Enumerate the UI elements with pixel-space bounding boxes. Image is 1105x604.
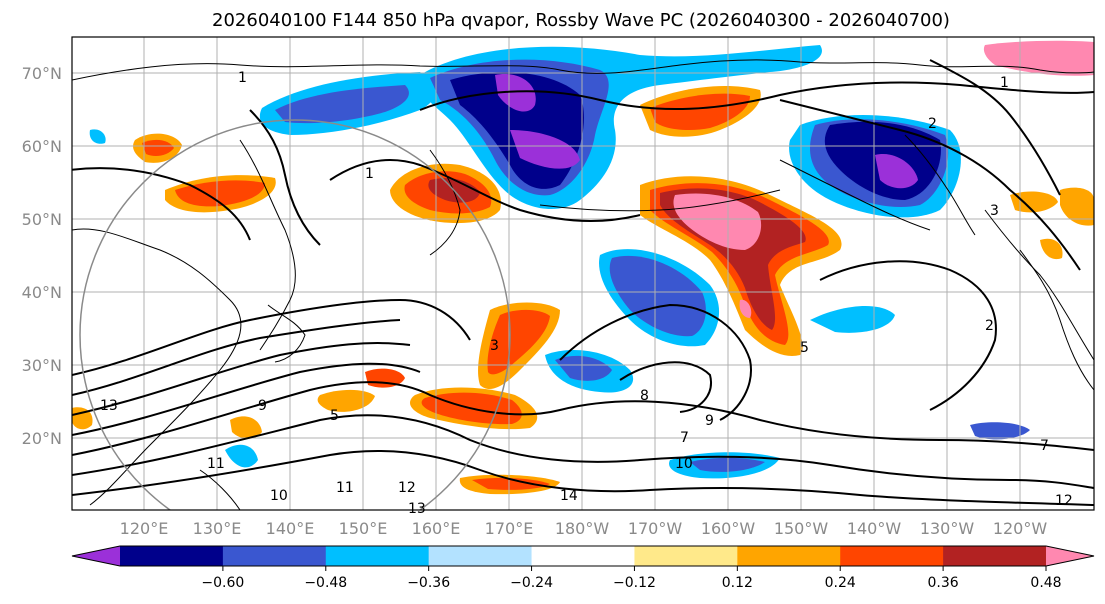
colorbar-swatch bbox=[840, 546, 944, 566]
contour-label: 11 bbox=[207, 456, 225, 472]
anomaly-field-purple-1 bbox=[495, 74, 580, 169]
lat-tick-label: 40°N bbox=[22, 283, 62, 302]
lat-tick-label: 50°N bbox=[22, 210, 62, 229]
anomaly-field-orange-9 bbox=[1060, 187, 1094, 226]
anomaly-field-blue-16 bbox=[89, 129, 106, 144]
colorbar-tick-label: 0.12 bbox=[722, 575, 753, 591]
colorbar-tick-label: 0.24 bbox=[825, 575, 856, 591]
contour-label: 1 bbox=[1000, 75, 1009, 91]
map-frame bbox=[71, 36, 1095, 511]
contour-label: 14 bbox=[560, 488, 578, 504]
lon-tick-label: 170°W bbox=[628, 519, 683, 538]
contour-label: 3 bbox=[490, 338, 499, 354]
colorbar-swatch bbox=[943, 546, 1047, 566]
contour-label: 11 bbox=[336, 480, 354, 496]
anomaly-field-orange-12 bbox=[317, 389, 375, 412]
lon-tick-label: 140°E bbox=[266, 519, 315, 538]
colorbar-tick-label: −0.48 bbox=[304, 575, 347, 591]
colorbar-outline bbox=[71, 545, 1095, 567]
anomaly-field-purple-2 bbox=[875, 154, 918, 189]
colorbar-tick-label: −0.36 bbox=[407, 575, 450, 591]
contour-label: 1 bbox=[365, 166, 374, 182]
contour-label: 10 bbox=[270, 488, 288, 504]
map-panel: 1 1 2 5 3 1 2 3 5 8 9 7 10 11 12 13 14 1… bbox=[71, 36, 1095, 517]
lon-tick-label: 120°W bbox=[993, 519, 1048, 538]
contour-label: 13 bbox=[100, 398, 118, 414]
region-circle bbox=[79, 119, 511, 510]
lon-tick-label: 130°W bbox=[920, 519, 975, 538]
shaded-fields bbox=[72, 40, 1094, 495]
lon-tick-label: 130°E bbox=[193, 519, 242, 538]
contour-label: 1 bbox=[238, 70, 247, 86]
anomaly-field-orange-11 bbox=[1040, 238, 1063, 260]
lon-tick-label: 170°E bbox=[485, 519, 534, 538]
colorbar: −0.60 −0.48 −0.36 −0.24 −0.12 0.12 0.24 0.36 0.4… bbox=[71, 545, 1095, 591]
lon-tick-label: 180°W bbox=[555, 519, 610, 538]
lon-tick-label: 150°W bbox=[774, 519, 829, 538]
contour-label: 10 bbox=[675, 456, 693, 472]
contour-label: 5 bbox=[800, 340, 809, 356]
anomaly-field-orangered-5 bbox=[142, 139, 174, 156]
contour-label: 3 bbox=[990, 203, 999, 219]
anomaly-field-blue-10 bbox=[555, 355, 612, 381]
colorbar-tick-label: 0.48 bbox=[1030, 575, 1061, 591]
lat-tick-label: 70°N bbox=[22, 64, 62, 83]
colorbar-tick-label: −0.60 bbox=[201, 575, 244, 591]
contour-label: 7 bbox=[680, 430, 689, 446]
contour-label-group: 1 1 2 5 3 1 2 3 5 8 9 7 10 11 12 13 14 1… bbox=[100, 70, 1073, 517]
contour-label: 5 bbox=[330, 408, 339, 424]
colorbar-swatch bbox=[325, 546, 430, 566]
anomaly-field-blue-4 bbox=[275, 85, 409, 124]
colorbar-swatch bbox=[737, 546, 841, 566]
colorbar-swatch bbox=[222, 546, 327, 566]
contour-label: 7 bbox=[1040, 438, 1049, 454]
lat-tick-label: 20°N bbox=[22, 429, 62, 448]
longitude-labels: 120°E 130°E 140°E 150°E 160°E 170°E 180°… bbox=[120, 519, 1048, 538]
figure-title: 2026040100 F144 850 hPa qvapor, Rossby W… bbox=[212, 10, 950, 31]
anomaly-field-orange-13 bbox=[72, 407, 93, 430]
colorbar-swatch bbox=[531, 546, 635, 566]
anomaly-field-orange-14 bbox=[230, 416, 262, 439]
contour-lines bbox=[72, 59, 1094, 506]
lon-tick-label: 140°W bbox=[847, 519, 902, 538]
anomaly-field-blue-13 bbox=[970, 422, 1030, 440]
anomaly-field-blue-15 bbox=[225, 444, 258, 468]
lon-tick-label: 120°E bbox=[120, 519, 169, 538]
anomaly-field-orangered-7 bbox=[487, 309, 550, 375]
latitude-labels: 70°N 60°N 50°N 40°N 30°N 20°N bbox=[22, 64, 62, 448]
contour-label: 12 bbox=[1055, 493, 1073, 509]
colorbar-swatch bbox=[428, 546, 533, 566]
colorbar-tick-label: −0.24 bbox=[510, 575, 553, 591]
anomaly-field-orangered-8 bbox=[472, 477, 550, 490]
anomaly-field-orangered-2 bbox=[650, 93, 750, 130]
coastlines bbox=[72, 59, 1094, 510]
contour-label: 9 bbox=[705, 413, 714, 429]
anomaly-field-pink-1 bbox=[673, 193, 762, 318]
lat-tick-label: 30°N bbox=[22, 356, 62, 375]
contour-label: 8 bbox=[640, 388, 649, 404]
contour-label: 9 bbox=[258, 398, 267, 414]
contour-label: 13 bbox=[408, 501, 426, 517]
anomaly-field-orange-10 bbox=[1010, 191, 1058, 213]
lon-tick-label: 150°E bbox=[339, 519, 388, 538]
colorbar-swatch bbox=[120, 546, 224, 566]
contour-label: 2 bbox=[928, 116, 937, 132]
colorbar-swatch bbox=[634, 546, 738, 566]
colorbar-extend-low bbox=[72, 546, 120, 566]
colorbar-extend-high bbox=[1046, 546, 1094, 566]
anomaly-field-blue-8 bbox=[609, 255, 706, 337]
contour-label: 2 bbox=[985, 318, 994, 334]
colorbar-tick-label: 0.36 bbox=[928, 575, 959, 591]
lon-tick-label: 160°E bbox=[412, 519, 461, 538]
contour-label: 12 bbox=[398, 480, 416, 496]
anomaly-field-orangered-4 bbox=[175, 180, 265, 207]
lon-tick-label: 160°W bbox=[701, 519, 756, 538]
lat-tick-label: 60°N bbox=[22, 137, 62, 156]
colorbar-tick-label: −0.12 bbox=[613, 575, 656, 591]
